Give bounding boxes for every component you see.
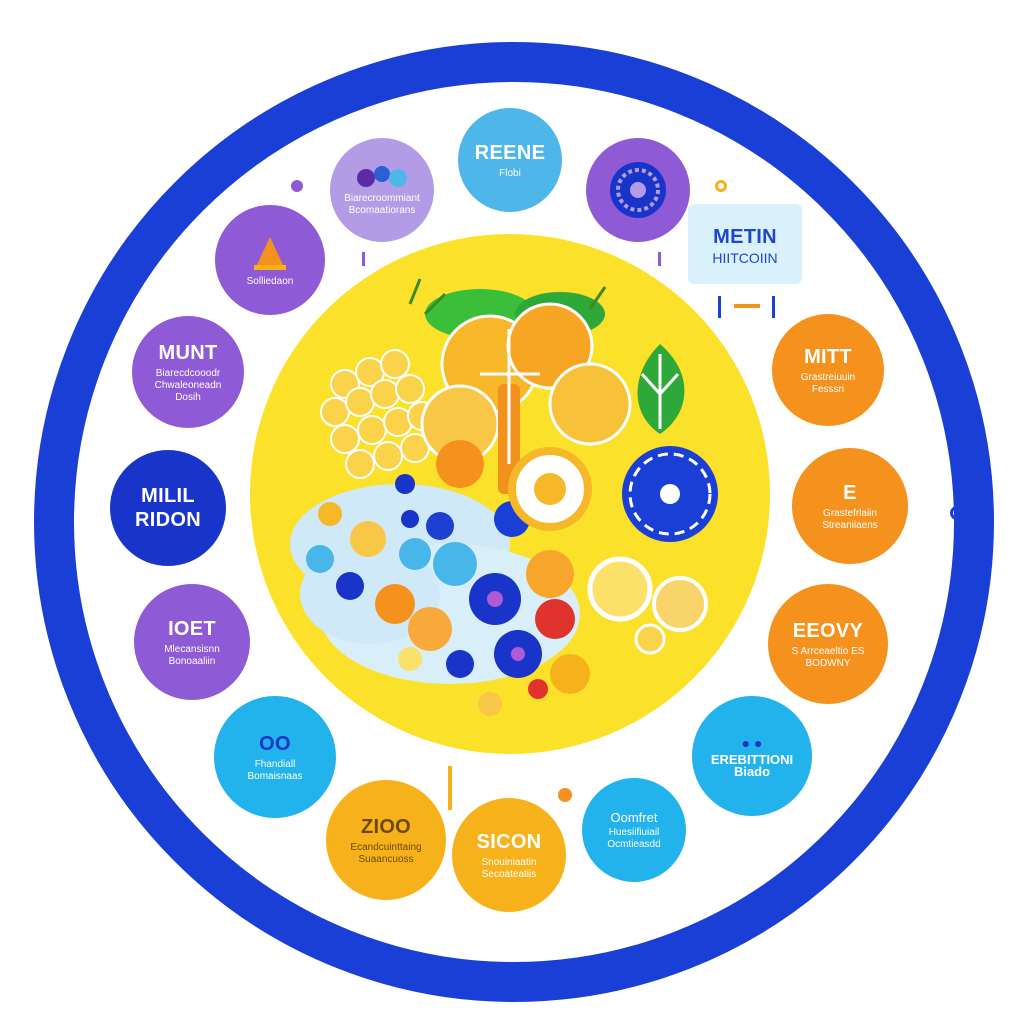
node-milil-title: MILIL (141, 485, 195, 507)
ring-marker-dot (950, 506, 964, 520)
flower-icon (610, 162, 666, 218)
node-zioo-sub: Ecandcuinttaing Suaancuoss (350, 841, 422, 865)
node-milil-sub: RIDON (135, 509, 201, 531)
node-ioet[interactable]: IOET Mlecansisnn Bonoaaliin (134, 584, 250, 700)
accent-dot (291, 180, 303, 192)
node-milil[interactable]: MILIL RIDON (110, 450, 226, 566)
node-reene-title: REENE (474, 141, 546, 164)
node-eeovy[interactable]: EEOVY S Arrceaeltio ES BODWNY (768, 584, 888, 704)
node-sicon-title: SICON (476, 830, 542, 853)
berries (306, 440, 590, 716)
connector-line (362, 252, 365, 266)
node-mitt[interactable]: MITT Grastreiuuin Fesssri (772, 314, 884, 426)
node-sicon[interactable]: SICON Snouiniaatin Secoateatiis (452, 798, 566, 912)
node-e[interactable]: E Grastefrlaiin Streaniiaens (792, 448, 908, 564)
node-munt-sub: Biarecdcooodr Chwaleoneadn Dosih (154, 367, 222, 403)
berries-icon (357, 165, 407, 187)
node-munt[interactable]: MUNT Biarecdcooodr Chwaleoneadn Dosih (132, 316, 244, 428)
node-metin[interactable]: METIN HIITCOIIN (688, 204, 802, 284)
dots-icon: ● ● (741, 734, 763, 751)
connector-line (658, 252, 661, 266)
node-oomfret[interactable]: Oomfret Huesiifiuiail Ocmtieasdd (582, 778, 686, 882)
accent-dot (558, 788, 572, 802)
node-reene-sub: Flobi (499, 167, 521, 179)
node-metin-title: METIN (713, 225, 777, 248)
blue-flowers (469, 446, 718, 678)
node-oomfret-sub: Huesiifiuiail Ocmtieasdd (607, 827, 661, 850)
node-ioet-sub: Mlecansisnn Bonoaaliin (164, 643, 220, 667)
accent-dot (715, 180, 727, 192)
node-berries-text: Biarecroommiant Bcomaatiorans (344, 192, 420, 216)
node-reene[interactable]: REENE Flobi (458, 108, 562, 212)
grape-cluster (320, 349, 437, 479)
node-oo-title: OO (259, 732, 291, 755)
node-metin-sub: HIITCOIIN (712, 249, 778, 266)
cone-icon (254, 236, 286, 270)
citrus-bunch (420, 302, 632, 494)
node-flower[interactable] (586, 138, 690, 242)
node-e-sub: Grastefrlaiin Streaniiaens (822, 507, 878, 531)
connector-line (772, 296, 775, 318)
node-cone-label: Solliedaon (246, 275, 294, 287)
food-illustration (290, 278, 718, 716)
node-erebition[interactable]: ● ● EREBITTIONI Biado (692, 696, 812, 816)
connector-line (448, 766, 452, 810)
node-erebition-sub: EREBITTIONI Biado (710, 751, 794, 779)
node-zioo[interactable]: ZIOO Ecandcuinttaing Suaancuoss (326, 780, 446, 900)
node-e-title: E (843, 481, 857, 504)
node-eeovy-title: EEOVY (792, 619, 864, 642)
node-oo[interactable]: OO Fhandiall Bomaisnaas (214, 696, 336, 818)
orange-slices (508, 447, 708, 655)
node-zioo-title: ZIOO (360, 815, 412, 838)
node-oo-sub: Fhandiall Bomaisnaas (247, 758, 303, 782)
node-oomfret-title: Oomfret (610, 810, 658, 825)
node-berries[interactable]: Biarecroommiant Bcomaatiorans (330, 138, 434, 242)
node-munt-title: MUNT (158, 341, 218, 364)
node-sicon-sub: Snouiniaatin Secoateatiis (481, 856, 537, 880)
node-mitt-sub: Grastreiuuin Fesssri (800, 371, 856, 395)
connector-line (718, 296, 721, 318)
node-eeovy-sub: S Arrceaeltio ES BODWNY (791, 645, 865, 669)
node-mitt-title: MITT (804, 345, 852, 368)
node-ioet-title: IOET (168, 617, 216, 640)
node-cone[interactable]: Solliedaon (215, 205, 325, 315)
connector-line (734, 304, 760, 308)
